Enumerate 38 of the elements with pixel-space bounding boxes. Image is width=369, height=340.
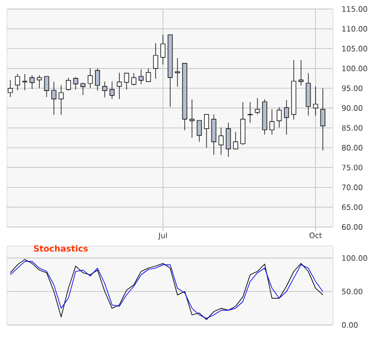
candlestick: [110, 81, 115, 100]
candlestick: [196, 120, 202, 142]
candlestick: [80, 82, 86, 96]
candlestick: [30, 74, 35, 90]
candlestick: [160, 34, 166, 65]
candlestick: [306, 72, 311, 116]
candlestick: [36, 74, 42, 89]
candlestick: [269, 108, 274, 135]
candlestick: [131, 72, 136, 86]
candlestick: [190, 99, 194, 138]
candlestick: [218, 127, 224, 156]
candlestick: [254, 98, 260, 115]
candlestick: [124, 72, 130, 90]
candlestick: [51, 82, 56, 116]
candlestick: [15, 74, 20, 91]
candlestick: [66, 77, 71, 91]
candlestick: [73, 76, 78, 90]
candlestick: [44, 76, 50, 98]
candlestick: [22, 74, 28, 91]
candlestick: [211, 114, 216, 156]
candlestick: [313, 86, 318, 116]
candlestick: [284, 100, 289, 135]
candlestick: [153, 42, 158, 80]
candlestick: [88, 68, 93, 89]
candlestick: [204, 114, 210, 148]
candlestick: [248, 102, 253, 124]
candlestick: [276, 106, 282, 128]
candlestick: [298, 60, 304, 86]
chart-title: Stochastics: [34, 245, 88, 252]
candlestick: [138, 68, 144, 85]
candlestick: [95, 68, 100, 91]
candlestick: [226, 122, 231, 158]
candlestick: [58, 84, 64, 116]
candlestick: [102, 81, 108, 98]
candlestick: [146, 68, 151, 82]
candlestick: [320, 88, 326, 151]
candlestick: [116, 72, 122, 100]
candlestick: [233, 132, 238, 150]
